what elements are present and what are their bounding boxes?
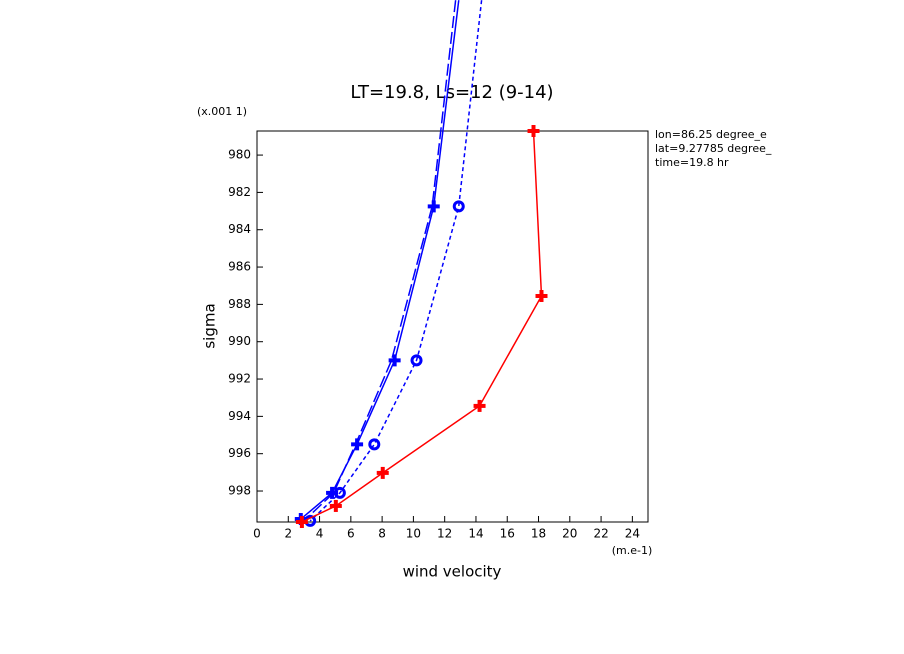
x-tick-label: 8 bbox=[378, 527, 386, 541]
y-axis-label: sigma bbox=[201, 303, 219, 348]
y-tick-label: 996 bbox=[228, 446, 251, 460]
y-tick-label: 992 bbox=[228, 372, 251, 386]
x-tick-label: 6 bbox=[347, 527, 355, 541]
y-tick-label: 980 bbox=[228, 148, 251, 162]
y-tick-label: 990 bbox=[228, 334, 251, 348]
annotation: lat=9.27785 degree_ bbox=[655, 142, 772, 155]
x-tick-label: 4 bbox=[316, 527, 324, 541]
x-tick-label: 0 bbox=[253, 527, 261, 541]
marker bbox=[527, 125, 540, 137]
marker bbox=[473, 399, 486, 412]
y-tick-label: 986 bbox=[228, 260, 251, 274]
x-tick-label: 16 bbox=[500, 527, 515, 541]
plot-frame bbox=[256, 130, 649, 523]
marker bbox=[295, 516, 308, 528]
series-line bbox=[300, 0, 460, 520]
x-tick-label: 14 bbox=[468, 527, 483, 541]
series-line bbox=[309, 0, 483, 522]
x-tick-label: 2 bbox=[284, 527, 292, 541]
marker bbox=[388, 354, 401, 367]
x-units: (m.e-1) bbox=[612, 544, 653, 557]
series-line bbox=[303, 0, 457, 522]
y-tick-label: 988 bbox=[228, 297, 251, 311]
x-tick-label: 24 bbox=[625, 527, 640, 541]
y-tick-label: 994 bbox=[228, 409, 251, 423]
marker bbox=[333, 486, 346, 499]
y-tick-label: 984 bbox=[228, 222, 251, 236]
annotation: time=19.8 hr bbox=[655, 156, 729, 169]
marker bbox=[376, 466, 389, 479]
marker bbox=[368, 438, 381, 451]
marker bbox=[452, 200, 465, 213]
marker bbox=[535, 289, 548, 302]
y-tick-label: 982 bbox=[228, 185, 251, 199]
marker bbox=[329, 499, 342, 512]
x-tick-label: 12 bbox=[437, 527, 452, 541]
x-axis-label: wind velocity bbox=[403, 563, 502, 581]
x-tick-label: 18 bbox=[531, 527, 546, 541]
x-tick-label: 10 bbox=[406, 527, 421, 541]
x-tick-label: 22 bbox=[593, 527, 608, 541]
y-tick-label: 998 bbox=[228, 484, 251, 498]
marker bbox=[427, 200, 440, 213]
marker bbox=[410, 354, 423, 367]
x-tick-label: 20 bbox=[562, 527, 577, 541]
y-units: (x.001 1) bbox=[197, 105, 247, 118]
annotation: lon=86.25 degree_e bbox=[655, 128, 767, 141]
chart-title: LT=19.8, Ls=12 (9-14) bbox=[350, 82, 553, 103]
series-line bbox=[301, 130, 543, 523]
